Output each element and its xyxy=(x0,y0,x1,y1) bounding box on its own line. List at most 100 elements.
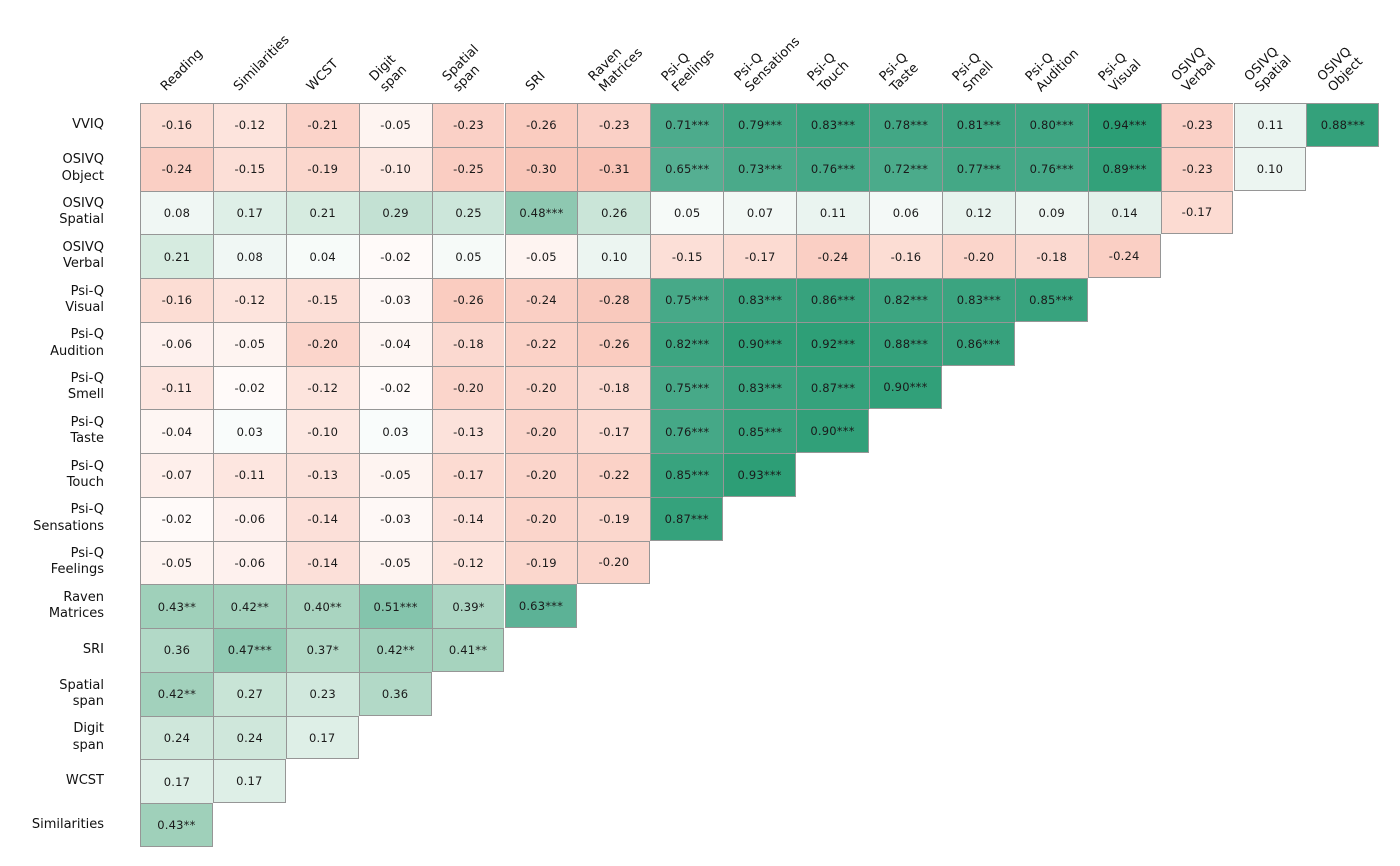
heatmap-cell: 0.77*** xyxy=(941,146,1015,191)
heatmap-grid: -0.16 -0.12 -0.21 -0.05 -0.23 -0.26 -0.23 0.71*… xyxy=(140,103,1380,848)
heatmap-cell: 0.75*** xyxy=(650,365,724,410)
heatmap-cell: -0.24 xyxy=(1087,234,1161,279)
heatmap-cell: 0.11 xyxy=(796,190,869,235)
heatmap-cell: 0.17 xyxy=(212,190,286,235)
heatmap-cell: -0.23 xyxy=(431,103,505,147)
heatmap-cell: -0.18 xyxy=(431,321,505,366)
column-label: Psi-Q Sensations xyxy=(731,33,803,95)
row-label: Psi-Q Visual xyxy=(65,283,104,315)
column-label: Reading xyxy=(158,46,207,95)
heatmap-cell: -0.24 xyxy=(796,234,869,279)
heatmap-cell: 0.82*** xyxy=(869,278,942,322)
heatmap-cell: -0.22 xyxy=(504,321,578,366)
column-label: Similarities xyxy=(231,32,293,95)
heatmap-cell: 0.94*** xyxy=(1087,103,1161,147)
row-labels: VVIQ OSIVQ Object OSIVQ Spatial OSIVQ Verba… xyxy=(0,103,104,847)
heatmap-cell: -0.04 xyxy=(140,409,213,454)
column-label: SRI xyxy=(522,69,549,95)
column-label: OSIVQ Verbal xyxy=(1168,44,1219,95)
heatmap-cell: 0.71*** xyxy=(650,103,724,147)
heatmap-cell: 0.63*** xyxy=(504,584,578,629)
heatmap-cell: 0.86*** xyxy=(796,278,869,322)
heatmap-cell: 0.90*** xyxy=(723,321,797,366)
row-label: Psi-Q Touch xyxy=(66,458,104,490)
column-label: Psi-Q Smell xyxy=(950,50,997,95)
heatmap-cell: 0.26 xyxy=(577,190,651,235)
row-label: WCST xyxy=(65,773,104,789)
heatmap-cell: 0.87*** xyxy=(796,365,869,410)
heatmap-cell: -0.06 xyxy=(212,496,286,541)
row-label: Digit span xyxy=(72,721,104,753)
column-label: OSIVQ Spatial xyxy=(1241,44,1295,95)
heatmap-cell: 0.76*** xyxy=(650,409,724,454)
column-label: Psi-Q Visual xyxy=(1095,50,1145,95)
heatmap-cell: -0.26 xyxy=(504,103,578,147)
heatmap-cell: -0.17 xyxy=(431,453,505,497)
heatmap-cell: -0.02 xyxy=(212,365,286,410)
heatmap-cell: -0.31 xyxy=(577,146,651,191)
heatmap-cell: 0.21 xyxy=(285,190,359,235)
heatmap-cell: -0.26 xyxy=(431,278,505,322)
heatmap-cell: -0.25 xyxy=(431,146,505,191)
heatmap-cell: -0.22 xyxy=(577,453,651,497)
heatmap-cell: 0.43** xyxy=(140,803,213,847)
heatmap-cell: -0.12 xyxy=(431,540,505,585)
heatmap-cell: -0.17 xyxy=(723,234,797,279)
heatmap-cell: -0.30 xyxy=(504,146,578,191)
heatmap-cell: 0.03 xyxy=(212,409,286,454)
heatmap-cell: -0.06 xyxy=(140,321,213,366)
heatmap-cell: -0.03 xyxy=(358,496,432,541)
heatmap-cell: 0.41** xyxy=(431,628,505,672)
heatmap-cell: 0.04 xyxy=(285,234,359,279)
heatmap-cell: 0.76*** xyxy=(796,146,869,191)
heatmap-cell: 0.93*** xyxy=(723,453,797,497)
heatmap-cell: 0.06 xyxy=(869,190,942,235)
heatmap-cell: -0.12 xyxy=(212,278,286,322)
heatmap-cell: 0.37* xyxy=(285,628,359,672)
heatmap-cell: 0.27 xyxy=(212,671,286,716)
heatmap-cell: -0.16 xyxy=(140,278,213,322)
heatmap-cell: 0.88*** xyxy=(1306,103,1380,147)
heatmap-cell: -0.20 xyxy=(504,365,578,410)
heatmap-cell: 0.08 xyxy=(140,190,213,235)
heatmap-cell: -0.05 xyxy=(358,453,432,497)
heatmap-cell: -0.15 xyxy=(650,234,724,279)
heatmap-cell: -0.17 xyxy=(1160,190,1234,235)
heatmap-cell: 0.24 xyxy=(140,715,213,760)
heatmap-cell: -0.20 xyxy=(577,540,651,585)
row-label: SRI xyxy=(82,641,104,657)
heatmap-cell: -0.14 xyxy=(431,496,505,541)
heatmap-cell: 0.36 xyxy=(358,671,432,716)
heatmap-cell: 0.07 xyxy=(723,190,797,235)
column-label: Spatial span xyxy=(439,42,483,95)
heatmap-cell: 0.17 xyxy=(285,715,359,760)
row-label: Psi-Q Feelings xyxy=(50,546,104,578)
heatmap-cell: 0.36 xyxy=(140,628,213,672)
heatmap-cell: 0.25 xyxy=(431,190,505,235)
heatmap-cell: 0.08 xyxy=(212,234,286,279)
column-labels: Reading Similarities WCST Digit span Spatial… xyxy=(0,0,1400,103)
heatmap-cell: -0.13 xyxy=(285,453,359,497)
column-label: Psi-Q Audition xyxy=(1022,45,1082,95)
heatmap-cell: 0.78*** xyxy=(869,103,942,147)
heatmap-cell: 0.11 xyxy=(1233,103,1307,147)
column-label: OSIVQ Object xyxy=(1314,44,1366,95)
row-label: OSIVQ Verbal xyxy=(62,239,104,272)
heatmap-cell: -0.06 xyxy=(212,540,286,585)
heatmap-cell: -0.05 xyxy=(212,321,286,366)
heatmap-cell: -0.15 xyxy=(212,146,286,191)
heatmap-cell: 0.12 xyxy=(941,190,1015,235)
heatmap-cell: 0.72*** xyxy=(869,146,942,191)
heatmap-cell: -0.05 xyxy=(358,540,432,585)
heatmap-cell: -0.11 xyxy=(140,365,213,410)
heatmap-cell: 0.79*** xyxy=(723,103,797,147)
heatmap-cell: -0.20 xyxy=(504,496,578,541)
heatmap-cell: -0.12 xyxy=(285,365,359,410)
heatmap-cell: -0.05 xyxy=(140,540,213,585)
heatmap-cell: 0.03 xyxy=(358,409,432,454)
heatmap-cell: -0.24 xyxy=(140,146,213,191)
heatmap-cell: 0.48*** xyxy=(504,190,578,235)
row-label: Similarities xyxy=(31,816,104,832)
heatmap-cell: 0.92*** xyxy=(796,321,869,366)
heatmap-cell: -0.20 xyxy=(941,234,1015,279)
